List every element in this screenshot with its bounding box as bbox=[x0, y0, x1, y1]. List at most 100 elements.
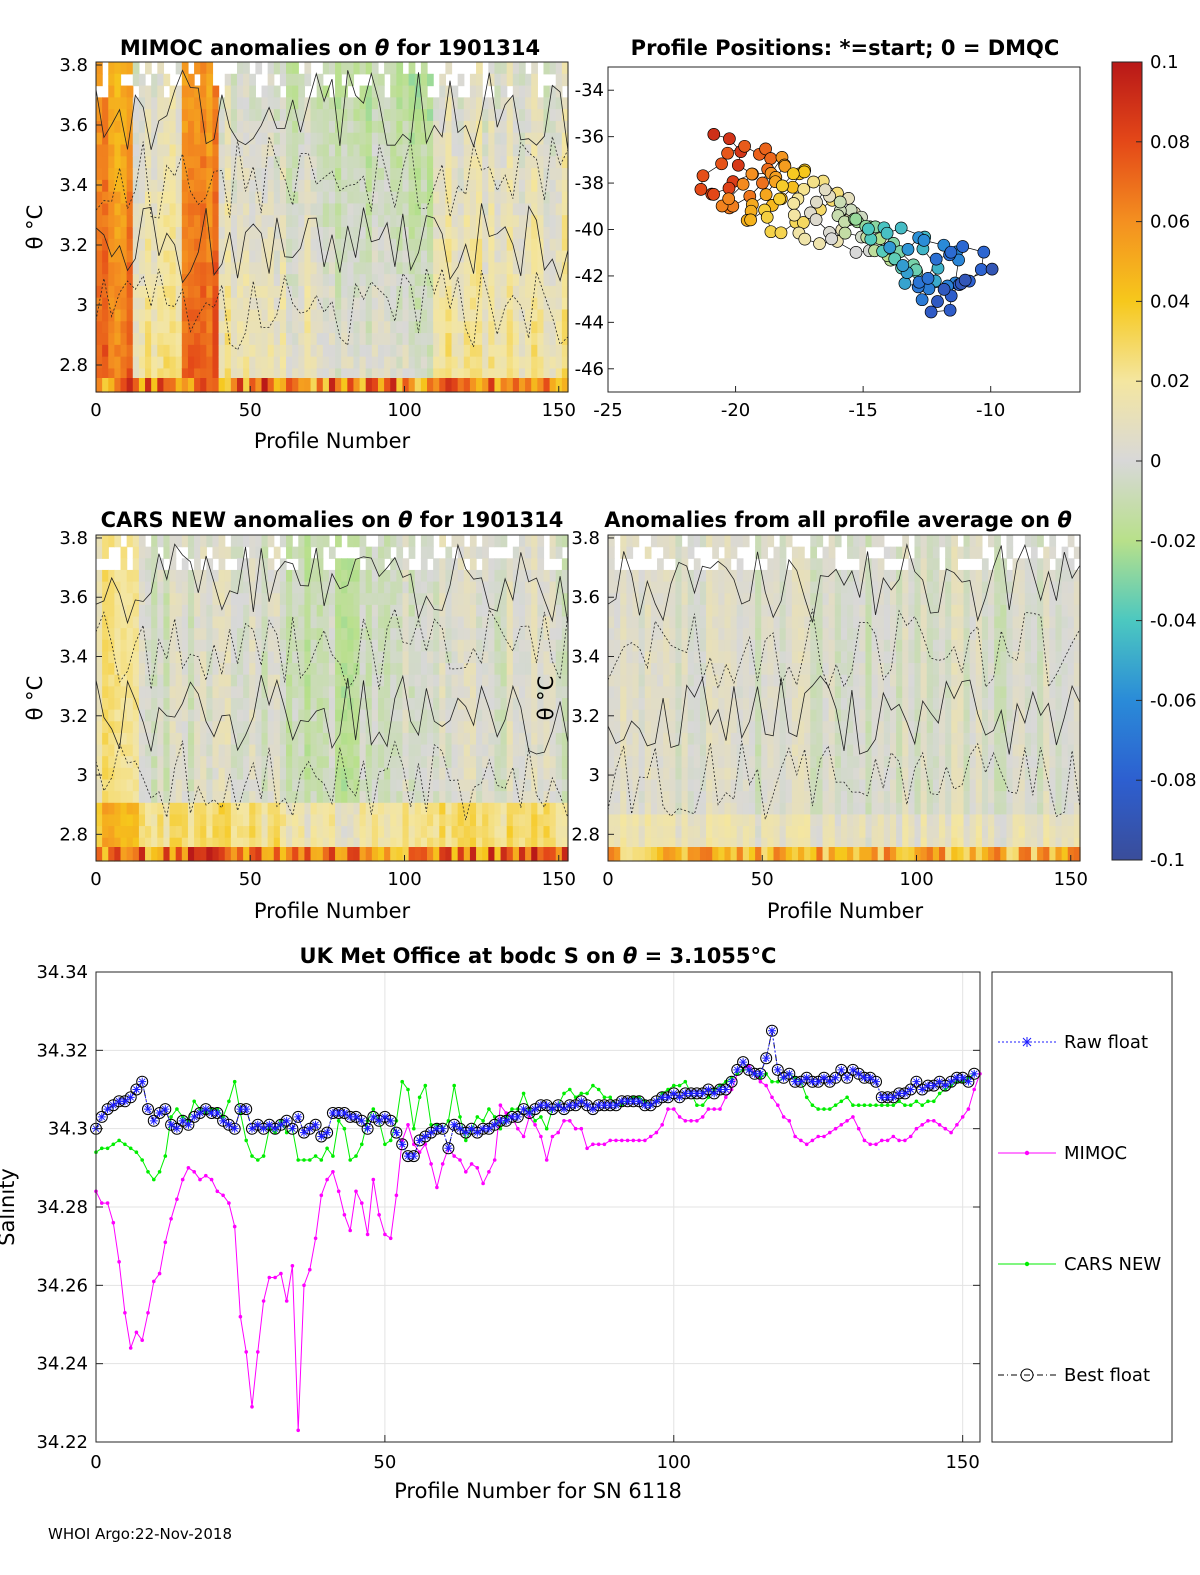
heatmap-cell bbox=[279, 569, 287, 583]
heatmap-cell bbox=[371, 250, 379, 263]
heatmap-cell bbox=[353, 744, 361, 757]
heatmap-cell bbox=[608, 558, 615, 571]
heatmap-cell bbox=[445, 593, 453, 606]
heatmap-cell bbox=[206, 837, 214, 850]
heatmap-cell bbox=[310, 686, 318, 699]
heatmap-cell bbox=[451, 791, 459, 804]
heatmap-cell bbox=[175, 321, 183, 334]
heatmap-cell bbox=[132, 73, 140, 87]
heatmap-cell bbox=[518, 791, 526, 804]
x-tick-label: 50 bbox=[239, 869, 262, 890]
heatmap-cell bbox=[347, 847, 355, 861]
heatmap-cell bbox=[273, 616, 281, 629]
heatmap-cell bbox=[353, 333, 361, 346]
heatmap-cell bbox=[457, 378, 465, 392]
heatmap-cell bbox=[194, 593, 201, 606]
heatmap-cell bbox=[687, 814, 695, 827]
heatmap-cell bbox=[138, 227, 146, 240]
heatmap-cell bbox=[120, 85, 128, 98]
heatmap-cell bbox=[126, 535, 134, 548]
heatmap-cell bbox=[267, 238, 275, 252]
heatmap-cell bbox=[371, 593, 379, 606]
heatmap-cell bbox=[200, 321, 207, 334]
heatmap-cell bbox=[194, 756, 201, 769]
heatmap-cell bbox=[328, 227, 336, 240]
heatmap-cell bbox=[169, 274, 177, 287]
heatmap-cell bbox=[286, 238, 293, 252]
heatmap-cell bbox=[230, 297, 238, 311]
heatmap-cell bbox=[108, 791, 115, 804]
heatmap-cell bbox=[322, 344, 330, 358]
heatmap-cell bbox=[408, 274, 416, 287]
heatmap-cell bbox=[175, 203, 183, 216]
heatmap-cell bbox=[255, 309, 263, 322]
heatmap-cell bbox=[482, 109, 489, 122]
heatmap-cell bbox=[650, 639, 658, 653]
heatmap-cell bbox=[537, 767, 545, 781]
heatmap-cell bbox=[561, 581, 569, 594]
heatmap-cell bbox=[620, 604, 627, 618]
heatmap-cell bbox=[365, 767, 373, 781]
heatmap-cell bbox=[457, 285, 465, 299]
heatmap-cell bbox=[96, 168, 103, 181]
heatmap-cell bbox=[335, 203, 342, 216]
heatmap-cell bbox=[488, 593, 496, 606]
heatmap-cell bbox=[341, 663, 348, 676]
heatmap-cell bbox=[512, 639, 520, 653]
heatmap-cell bbox=[482, 227, 489, 240]
heatmap-cell bbox=[463, 238, 471, 252]
heatmap-cell bbox=[292, 73, 299, 87]
heatmap-cell bbox=[194, 262, 201, 275]
heatmap-cell bbox=[402, 333, 410, 346]
heatmap-cell bbox=[200, 203, 207, 216]
heatmap-cell bbox=[175, 826, 183, 839]
heatmap-cell bbox=[365, 285, 373, 299]
heatmap-cell bbox=[224, 802, 232, 816]
heatmap-cell bbox=[353, 616, 361, 629]
heatmap-cell bbox=[341, 698, 348, 711]
heatmap-cell bbox=[681, 674, 689, 687]
heatmap-cell bbox=[525, 593, 532, 606]
heatmap-cell bbox=[298, 297, 306, 311]
heatmap-cell bbox=[175, 191, 183, 205]
heatmap-cell bbox=[151, 309, 158, 322]
heatmap-cell bbox=[494, 756, 502, 769]
heatmap-cell bbox=[687, 535, 695, 548]
heatmap-cell bbox=[488, 791, 496, 804]
heatmap-cell bbox=[439, 215, 446, 228]
heatmap-cell bbox=[347, 756, 355, 769]
heatmap-cell bbox=[335, 721, 342, 734]
heatmap-cell bbox=[396, 309, 404, 322]
heatmap-cell bbox=[102, 698, 109, 711]
heatmap-cell bbox=[632, 604, 640, 618]
heatmap-cell bbox=[620, 744, 627, 757]
heatmap-cell bbox=[218, 791, 226, 804]
heatmap-cell bbox=[279, 847, 287, 861]
heatmap-cell bbox=[531, 274, 538, 287]
heatmap-cell bbox=[206, 227, 214, 240]
heatmap-cell bbox=[494, 814, 502, 827]
heatmap-cell bbox=[451, 356, 459, 370]
heatmap-cell bbox=[298, 744, 306, 757]
heatmap-cell bbox=[286, 356, 293, 370]
heatmap-cell bbox=[384, 132, 391, 146]
heatmap-cell bbox=[335, 168, 342, 181]
heatmap-cell bbox=[157, 344, 165, 358]
heatmap-cell bbox=[614, 756, 621, 769]
heatmap-cell bbox=[132, 569, 140, 583]
heatmap-cell bbox=[206, 581, 214, 594]
heatmap-cell bbox=[608, 581, 615, 594]
heatmap-cell bbox=[476, 333, 483, 346]
heatmap-cell bbox=[500, 285, 508, 299]
heatmap-cell bbox=[255, 581, 263, 594]
heatmap-cell bbox=[427, 826, 434, 839]
heatmap-cell bbox=[420, 156, 428, 169]
heatmap-cell bbox=[292, 62, 299, 75]
heatmap-cell bbox=[408, 604, 416, 618]
heatmap-cell bbox=[212, 274, 220, 287]
heatmap-cell bbox=[341, 569, 348, 583]
heatmap-cell bbox=[427, 344, 434, 358]
heatmap-cell bbox=[451, 593, 459, 606]
heatmap-cell bbox=[476, 651, 483, 664]
heatmap-cell bbox=[457, 802, 465, 816]
